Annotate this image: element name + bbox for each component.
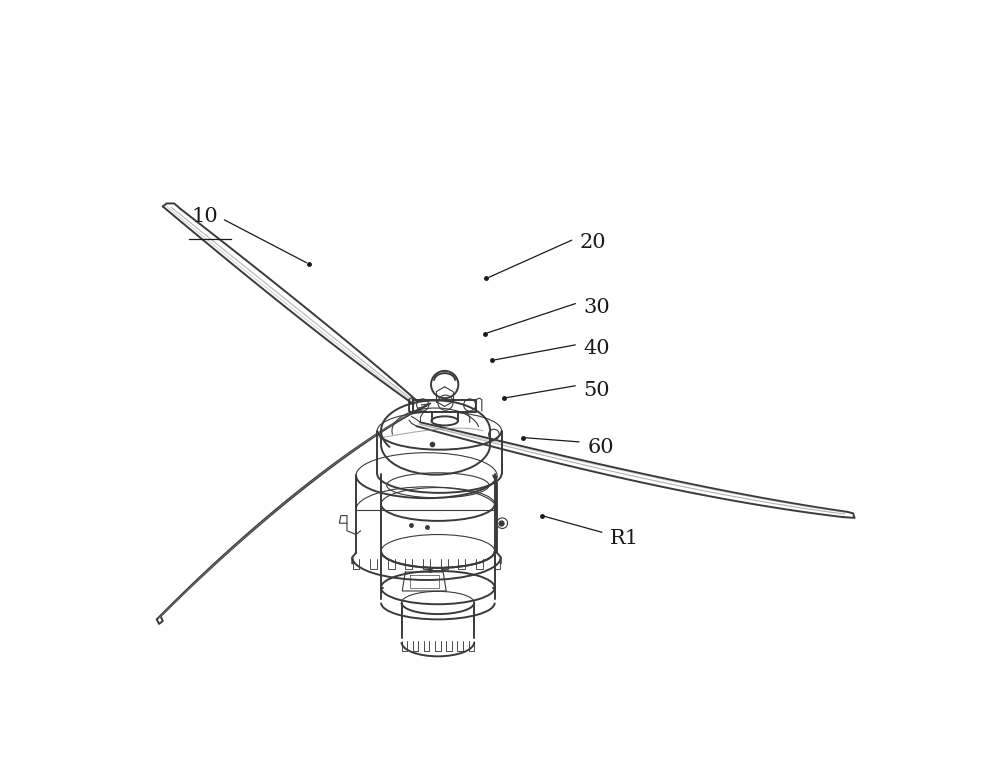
Text: 40: 40 bbox=[583, 339, 610, 358]
Text: 50: 50 bbox=[583, 381, 610, 400]
Text: 20: 20 bbox=[580, 234, 606, 252]
Text: R1: R1 bbox=[610, 529, 639, 548]
Text: 30: 30 bbox=[583, 298, 610, 316]
Text: 10: 10 bbox=[192, 207, 218, 226]
Text: 60: 60 bbox=[587, 438, 614, 457]
